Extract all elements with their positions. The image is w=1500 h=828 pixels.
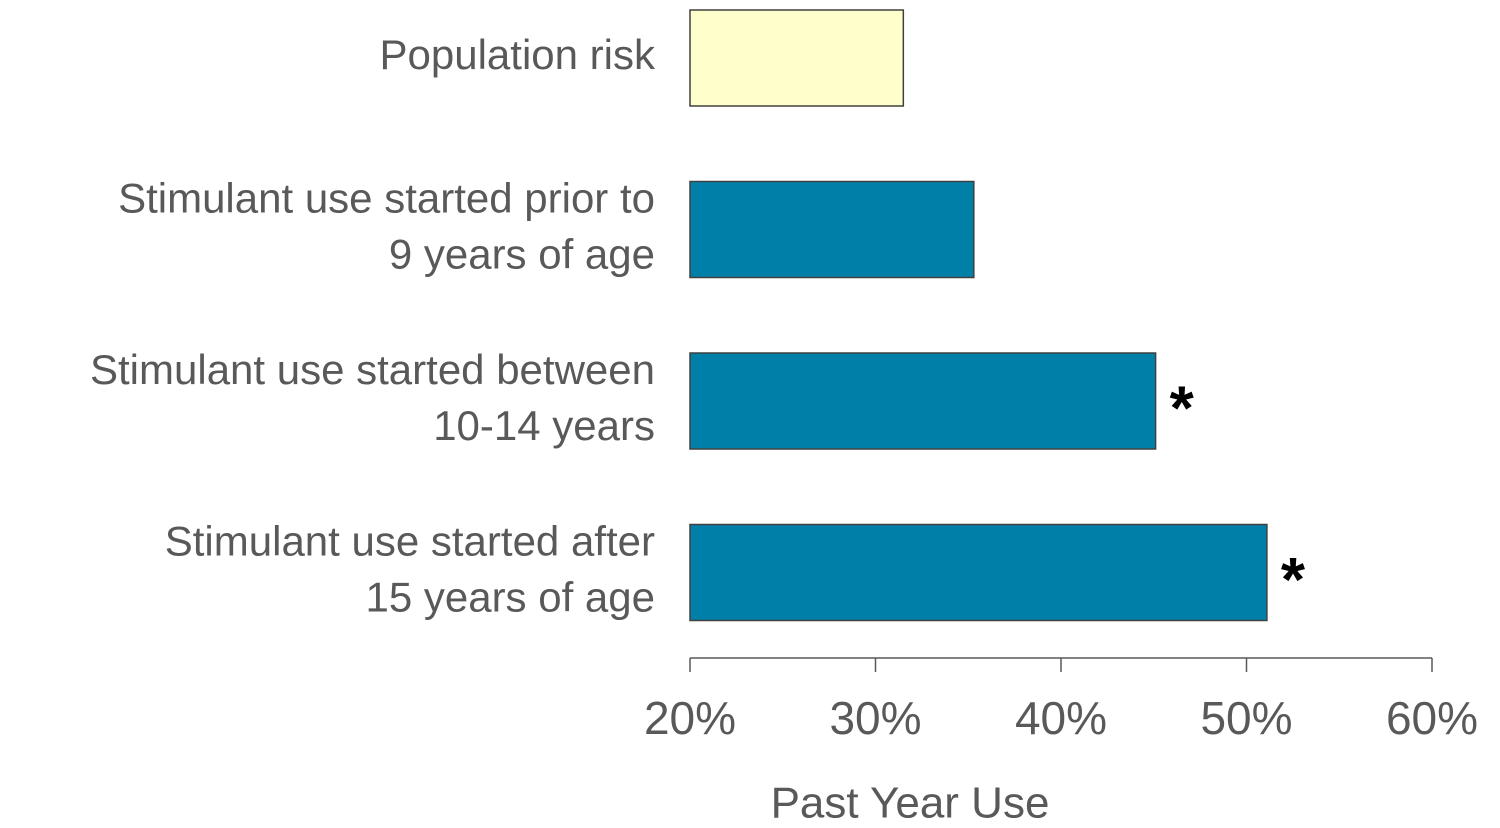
significance-marker: * [1170, 374, 1195, 443]
bar [689, 352, 1157, 450]
x-axis-title: Past Year Use [771, 779, 1050, 828]
x-tick-label: 40% [1015, 692, 1107, 744]
significance-marker: * [1281, 546, 1306, 615]
x-tick-label: 50% [1200, 692, 1292, 744]
category-label: Stimulant use started between 10-14 years [90, 346, 655, 449]
bar [689, 180, 975, 279]
category-label: Stimulant use started prior to 9 years of… [118, 175, 655, 278]
x-tick-label: 20% [644, 692, 736, 744]
x-tick-label: 30% [829, 692, 921, 744]
x-tick-label: 60% [1386, 692, 1478, 744]
category-label: Population risk [380, 31, 656, 78]
category-label: Stimulant use started after 15 years of a… [165, 518, 655, 621]
bar [689, 9, 905, 107]
bar [689, 523, 1268, 622]
